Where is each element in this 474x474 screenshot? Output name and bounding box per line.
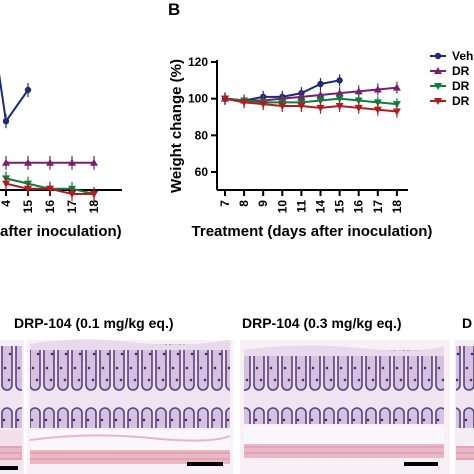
histology-image-1 — [27, 339, 233, 474]
legend-marker — [434, 83, 442, 90]
panel-b-data-point — [240, 99, 249, 107]
panel-a-data-point — [24, 185, 32, 193]
legend-label: DR — [452, 79, 470, 93]
panel-a-data-point — [2, 180, 10, 188]
panel-a-data-point — [24, 86, 32, 94]
panel-b-data-point — [316, 104, 325, 112]
panel-b-x-tick-label: 9 — [256, 200, 270, 207]
legend-marker — [434, 67, 442, 74]
panel-a-x-tick-label: 4 — [0, 200, 13, 207]
panel-a-data-point — [2, 118, 10, 125]
panel-a-series-1 — [0, 73, 32, 129]
panel-b-letter: B — [168, 0, 180, 19]
panel-a-data-point — [46, 185, 54, 193]
scale-bar-1 — [187, 462, 223, 466]
panel-b-data-point — [317, 80, 324, 88]
panel-b-series-4 — [221, 92, 401, 118]
chart-legend: VehiDRDRDR — [430, 49, 474, 108]
panel-a-x-tick-label: 16 — [43, 200, 57, 214]
panel-b-data-point — [392, 108, 401, 116]
panel-b-y-tick-label: 80 — [195, 128, 209, 142]
panel-b-y-tick-label: 120 — [188, 55, 208, 69]
panel-b-series-line — [224, 97, 397, 106]
panel-a-data-point — [68, 158, 76, 166]
panel-b-data-point — [336, 77, 343, 84]
legend-marker — [434, 52, 442, 60]
panel-b-data-point — [335, 103, 344, 111]
panel-a-data-point — [90, 191, 98, 198]
panel-b-x-axis-label: Treatment (days after inoculation) — [192, 223, 433, 240]
legend-marker — [434, 98, 442, 105]
legend-label: Vehi — [452, 49, 474, 63]
histology-image-2 — [240, 340, 450, 474]
histology-caption-2: DRP-104 (0.3 mg/kg eq.) — [242, 315, 402, 331]
panel-a-series-line — [0, 73, 29, 124]
panel-a-data-point — [2, 158, 10, 166]
panel-b-data-point — [392, 83, 401, 91]
panel-b-x-tick-label: 15 — [333, 200, 347, 214]
panel-b-data-point — [373, 99, 382, 107]
panel-b-data-point — [316, 97, 325, 105]
panel-b-data-point — [335, 95, 344, 103]
panel-a-data-point — [24, 158, 32, 166]
panel-b-data-point — [373, 85, 382, 93]
panel-b-y-axis-label: Weight change (%) — [168, 59, 185, 193]
histology-image-0 — [0, 340, 24, 474]
histology-caption-1: DRP-104 (0.1 mg/kg eq.) — [14, 315, 174, 331]
histology-image-3 — [455, 340, 474, 474]
scale-bar-2 — [404, 462, 438, 466]
chart-panel-b: B Weight change (%) Treatment (days afte… — [168, 0, 432, 240]
panel-b-x-tick-label: 8 — [237, 200, 251, 207]
panel-b-data-point — [354, 104, 363, 112]
panel-b-x-tick-label: 18 — [390, 200, 404, 214]
panel-b-x-tick-label: 16 — [352, 200, 366, 214]
panel-b-data-point — [221, 95, 229, 103]
panel-a-x-axis-label: after inoculation) — [0, 223, 122, 240]
panel-a-x-tick-label: 15 — [21, 200, 35, 214]
legend-label: DR — [452, 64, 470, 78]
legend-label: DR — [452, 94, 470, 108]
panel-a-data-point — [68, 191, 76, 198]
panel-a-data-point — [46, 158, 54, 166]
panel-b-data-point — [392, 101, 401, 109]
panel-b-data-point — [373, 106, 382, 114]
panel-b-x-tick-label: 11 — [294, 200, 308, 213]
panel-b-y-tick-label: 60 — [195, 165, 209, 179]
panel-b-x-tick-label: 14 — [314, 200, 328, 214]
chart-panel-a: after inoculation) 4 15 16 17 18 — [0, 73, 122, 240]
panel-b-series-line — [224, 97, 397, 113]
panel-b-data-point — [259, 101, 268, 109]
panel-a-data-point — [90, 158, 98, 166]
panel-b-data-point — [278, 103, 287, 111]
panel-a-series-4 — [2, 176, 98, 201]
panel-b-data-point — [297, 103, 306, 111]
panel-b-x-tick-label: 7 — [218, 200, 232, 207]
histology-strip: DRP-104 (0.1 mg/kg eq.) DRP-104 (0.3 mg/… — [0, 315, 474, 474]
panel-b-x-tick-label: 17 — [371, 200, 385, 214]
panel-a-series-2 — [2, 155, 98, 170]
panel-a-x-tick-label: 17 — [65, 200, 79, 214]
histology-caption-3: D — [462, 315, 472, 331]
panel-b-x-tick-label: 10 — [275, 200, 289, 214]
panel-b-y-tick-label: 100 — [188, 92, 208, 106]
panel-b-data-point — [354, 87, 363, 95]
panel-b-data-point — [354, 97, 363, 105]
panel-a-x-tick-label: 18 — [87, 200, 101, 214]
